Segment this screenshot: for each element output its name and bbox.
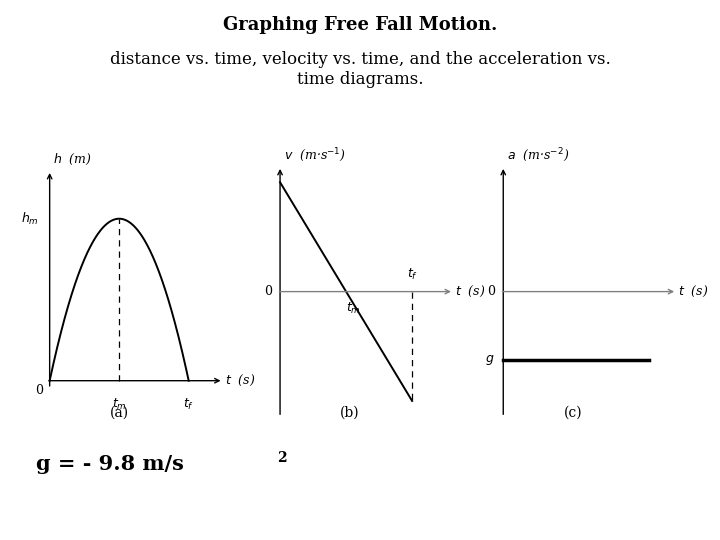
Text: $h_m$: $h_m$	[22, 211, 39, 227]
Text: 0: 0	[487, 285, 495, 298]
Text: $g$: $g$	[485, 354, 495, 367]
Text: (b): (b)	[340, 406, 359, 420]
Text: 2: 2	[277, 451, 287, 465]
Text: 0: 0	[35, 384, 42, 397]
Text: g = - 9.8 m/s: g = - 9.8 m/s	[36, 454, 184, 474]
Text: $a$  (m·s$^{-2}$): $a$ (m·s$^{-2}$)	[507, 146, 569, 164]
Text: (c): (c)	[564, 406, 582, 420]
Text: Graphing Free Fall Motion.: Graphing Free Fall Motion.	[222, 16, 498, 34]
Text: $t_m$: $t_m$	[112, 397, 127, 412]
Text: $t$  (s): $t$ (s)	[455, 284, 486, 299]
Text: $t$  (s): $t$ (s)	[678, 284, 709, 299]
Text: $t$  (s): $t$ (s)	[225, 373, 256, 388]
Text: 0: 0	[264, 285, 271, 298]
Text: $t_m$: $t_m$	[346, 301, 361, 316]
Text: distance vs. time, velocity vs. time, and the acceleration vs.
time diagrams.: distance vs. time, velocity vs. time, an…	[109, 51, 611, 88]
Text: (a): (a)	[109, 406, 129, 420]
Text: $t_f$: $t_f$	[183, 397, 194, 412]
Text: $h$  (m): $h$ (m)	[53, 152, 92, 167]
Text: $v$  (m·s$^{-1}$): $v$ (m·s$^{-1}$)	[284, 146, 346, 164]
Text: $t_f$: $t_f$	[407, 267, 418, 282]
